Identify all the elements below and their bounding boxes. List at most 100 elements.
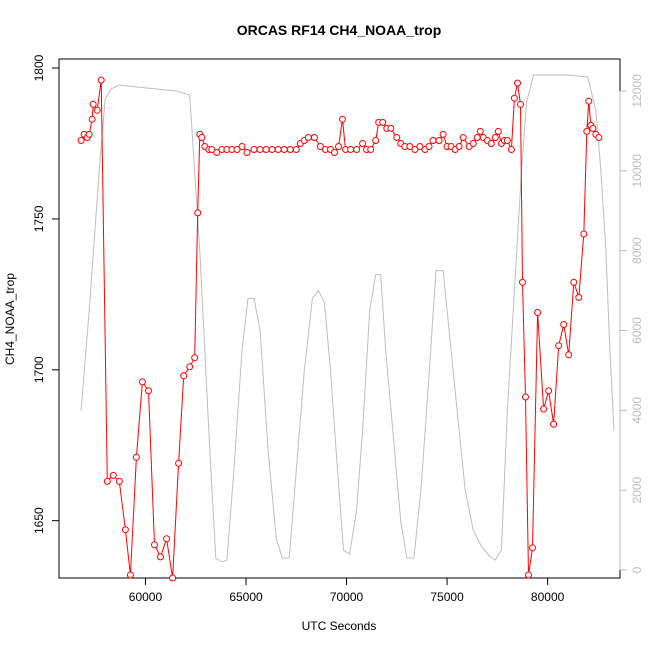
ch4-point: [126, 571, 134, 579]
ch4-point: [589, 124, 597, 132]
ch4-point: [372, 137, 380, 144]
ch4-point: [575, 293, 583, 301]
y2-tick-label: 2000: [630, 476, 644, 503]
ch4-point: [411, 146, 419, 153]
ch4-point: [517, 100, 524, 108]
y-tick-label: 1750: [32, 205, 46, 232]
ch4-point: [555, 342, 563, 350]
ch4-point: [151, 541, 158, 549]
ch4-point: [425, 143, 433, 150]
ch4-point: [268, 146, 276, 153]
ch4-point: [169, 574, 177, 582]
ch4-point: [487, 140, 495, 147]
y-tick-label: 1700: [32, 356, 46, 383]
ch4-point: [529, 544, 536, 552]
y2-tick-label: 12000: [630, 74, 644, 108]
altitude-series: [80, 74, 615, 563]
ch4-point: [491, 134, 499, 141]
ch4-point: [145, 387, 152, 395]
ch4-point: [274, 146, 282, 153]
x-tick-label: 60000: [129, 590, 163, 604]
ch4-point: [213, 149, 221, 156]
ch4-point: [93, 106, 101, 114]
y2-tick-label: 4000: [630, 397, 644, 424]
ch4-point: [387, 124, 395, 132]
ch4-point: [534, 309, 542, 316]
ch4-point: [163, 535, 171, 543]
ch4-point: [310, 134, 318, 141]
x-axis: 60000 65000 70000 75000 80000: [129, 578, 565, 604]
x-axis-label: UTC Seconds: [302, 619, 377, 633]
ch4-point: [560, 321, 568, 328]
ch4-point: [550, 420, 558, 428]
chart-title: ORCAS RF14 CH4_NOAA_trop: [237, 22, 442, 38]
y2-tick-label: 10000: [630, 154, 644, 188]
ch4-point: [469, 140, 477, 147]
altitude-line: [80, 74, 615, 563]
ch4-point: [359, 140, 367, 147]
ch4-point: [208, 146, 216, 153]
ch4-point: [494, 127, 502, 135]
ch4-point: [109, 471, 117, 479]
ch4-point: [292, 146, 300, 153]
ch4-point: [77, 137, 85, 144]
ch4-point: [331, 149, 338, 156]
ch4-point: [198, 134, 206, 141]
ch4-point: [256, 146, 264, 153]
ch4-point: [570, 278, 578, 286]
ch4-point: [238, 143, 246, 150]
ch4-point: [85, 130, 93, 138]
ch4-point: [194, 209, 202, 217]
ch4-point: [138, 378, 146, 386]
x-tick-label: 80000: [531, 590, 565, 604]
ch4-point: [121, 526, 129, 534]
ch4-point: [304, 134, 312, 141]
ch4-point: [243, 149, 251, 156]
ch4-point: [191, 354, 199, 362]
ch4-point: [595, 134, 603, 141]
y-axis-label: CH4_NOAA_trop: [3, 273, 17, 365]
ch4-point: [585, 97, 593, 105]
x-tick-label: 65000: [229, 590, 263, 604]
ch4-point: [545, 387, 553, 395]
ch4-point: [435, 137, 443, 144]
x-tick-label: 70000: [330, 590, 364, 604]
ch4-point: [88, 115, 96, 123]
ch4-point: [473, 134, 481, 141]
ch4-point: [115, 477, 123, 485]
ch4-point: [175, 459, 183, 467]
ch4-point: [132, 453, 140, 461]
ch4-point: [233, 146, 241, 153]
ch4-point: [522, 393, 529, 401]
ch4-point: [280, 146, 288, 153]
ch4-point: [439, 130, 447, 138]
ch4-point: [379, 118, 387, 126]
y-axis-right: 0 2000 4000 6000 8000 10000 12000: [619, 74, 644, 573]
ch4-point: [250, 146, 258, 153]
ch4-point: [180, 372, 188, 380]
y-tick-label: 1650: [32, 507, 46, 534]
ch4-point: [393, 134, 401, 141]
ch4-point: [89, 100, 97, 108]
y2-tick-label: 6000: [630, 317, 644, 344]
ch4-point: [262, 146, 270, 153]
y-tick-label: 1800: [32, 54, 46, 81]
ch4-point: [367, 146, 375, 153]
ch4-point: [97, 76, 105, 84]
ch4-series: [77, 76, 603, 582]
ch4-point: [406, 143, 414, 150]
ch4-point: [580, 230, 588, 238]
ch4-line: [80, 80, 600, 579]
ch4-point: [316, 143, 324, 150]
ch4-point: [525, 571, 532, 579]
ch4-point: [157, 553, 164, 561]
ch4-point: [186, 363, 194, 371]
ch4-point: [286, 146, 294, 153]
ch4-point: [583, 127, 591, 135]
ch4-point: [455, 143, 463, 150]
y-axis-left: 1650 1700 1750 1800: [32, 54, 59, 534]
ch4-point: [540, 405, 548, 413]
ch4-point: [514, 79, 521, 87]
ch4-point: [503, 137, 511, 144]
